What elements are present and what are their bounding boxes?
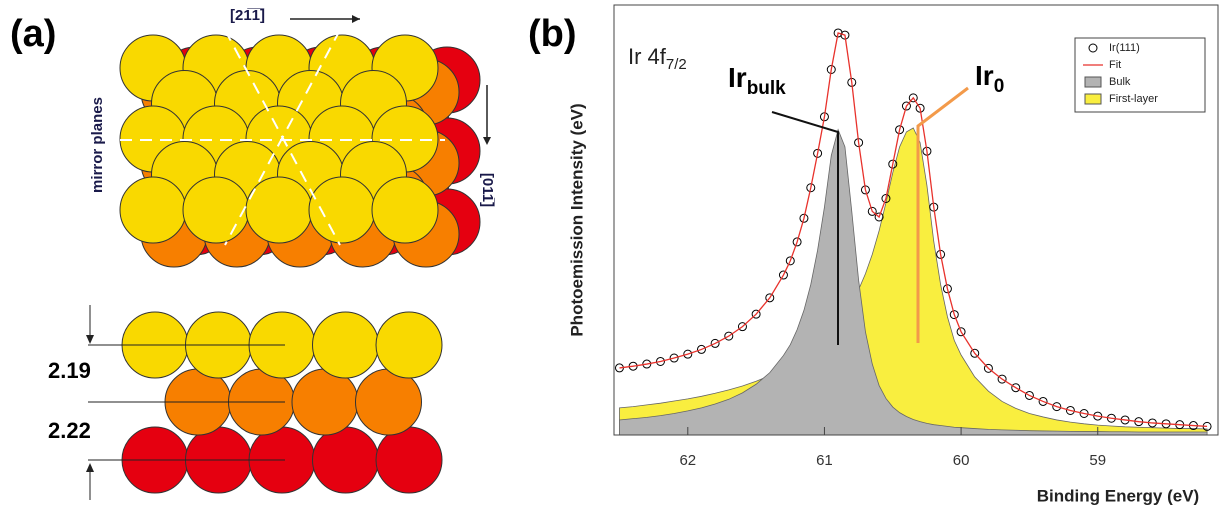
annotation: Irbulk bbox=[728, 62, 786, 99]
legend-label: First-layer bbox=[1109, 93, 1158, 105]
annotation-text: Ir bbox=[728, 62, 747, 93]
x-axis-label: Binding Energy (eV) bbox=[1037, 486, 1199, 505]
area bbox=[619, 128, 1207, 435]
annotation-text: Ir bbox=[975, 60, 994, 91]
atom bbox=[376, 312, 442, 378]
legend-swatch bbox=[1085, 94, 1101, 104]
legend-label: Fit bbox=[1109, 59, 1121, 71]
annotation-sub: bulk bbox=[747, 78, 786, 99]
arrow-head bbox=[86, 463, 94, 472]
x-tick-label: 62 bbox=[679, 452, 696, 469]
atom bbox=[372, 177, 438, 243]
mirror-label: mirror planes bbox=[89, 97, 106, 193]
spacing-label: 2.19 bbox=[48, 358, 91, 383]
y-axis-label: Photoemission Intensity (eV) bbox=[567, 103, 586, 336]
direction-label: [011̅] bbox=[479, 173, 496, 207]
legend-swatch bbox=[1085, 77, 1101, 87]
atom bbox=[309, 177, 375, 243]
atom bbox=[356, 369, 422, 435]
arrow-head bbox=[352, 15, 360, 23]
arrow-head bbox=[86, 335, 94, 344]
arrow-head bbox=[483, 137, 491, 145]
direction-label: [21̅1̅] bbox=[230, 7, 265, 24]
atom bbox=[313, 312, 379, 378]
legend-label: Ir(111) bbox=[1109, 42, 1140, 54]
atom bbox=[246, 177, 312, 243]
atom bbox=[120, 177, 186, 243]
annotation: Ir0 bbox=[975, 60, 1004, 97]
panel-label: (a) bbox=[10, 13, 56, 55]
atom bbox=[376, 427, 442, 493]
panel-a bbox=[86, 30, 480, 500]
x-tick-label: 59 bbox=[1089, 452, 1106, 469]
chart-label: Ir 4f7/2 bbox=[628, 44, 687, 73]
atom bbox=[313, 427, 379, 493]
figure: (a) [21̅1̅] [011̅] mirror planes 2.19 2.… bbox=[0, 0, 1219, 513]
legend-label: Bulk bbox=[1109, 76, 1131, 88]
panel-label: (b) bbox=[528, 13, 577, 55]
annotation-sub: 0 bbox=[994, 76, 1005, 97]
x-tick-label: 61 bbox=[816, 452, 833, 469]
x-tick-label: 60 bbox=[953, 452, 970, 469]
spacing-label: 2.22 bbox=[48, 418, 91, 443]
atom bbox=[292, 369, 358, 435]
legend: Ir(111) Fit Bulk First-layer bbox=[1075, 38, 1205, 112]
atom bbox=[183, 177, 249, 243]
